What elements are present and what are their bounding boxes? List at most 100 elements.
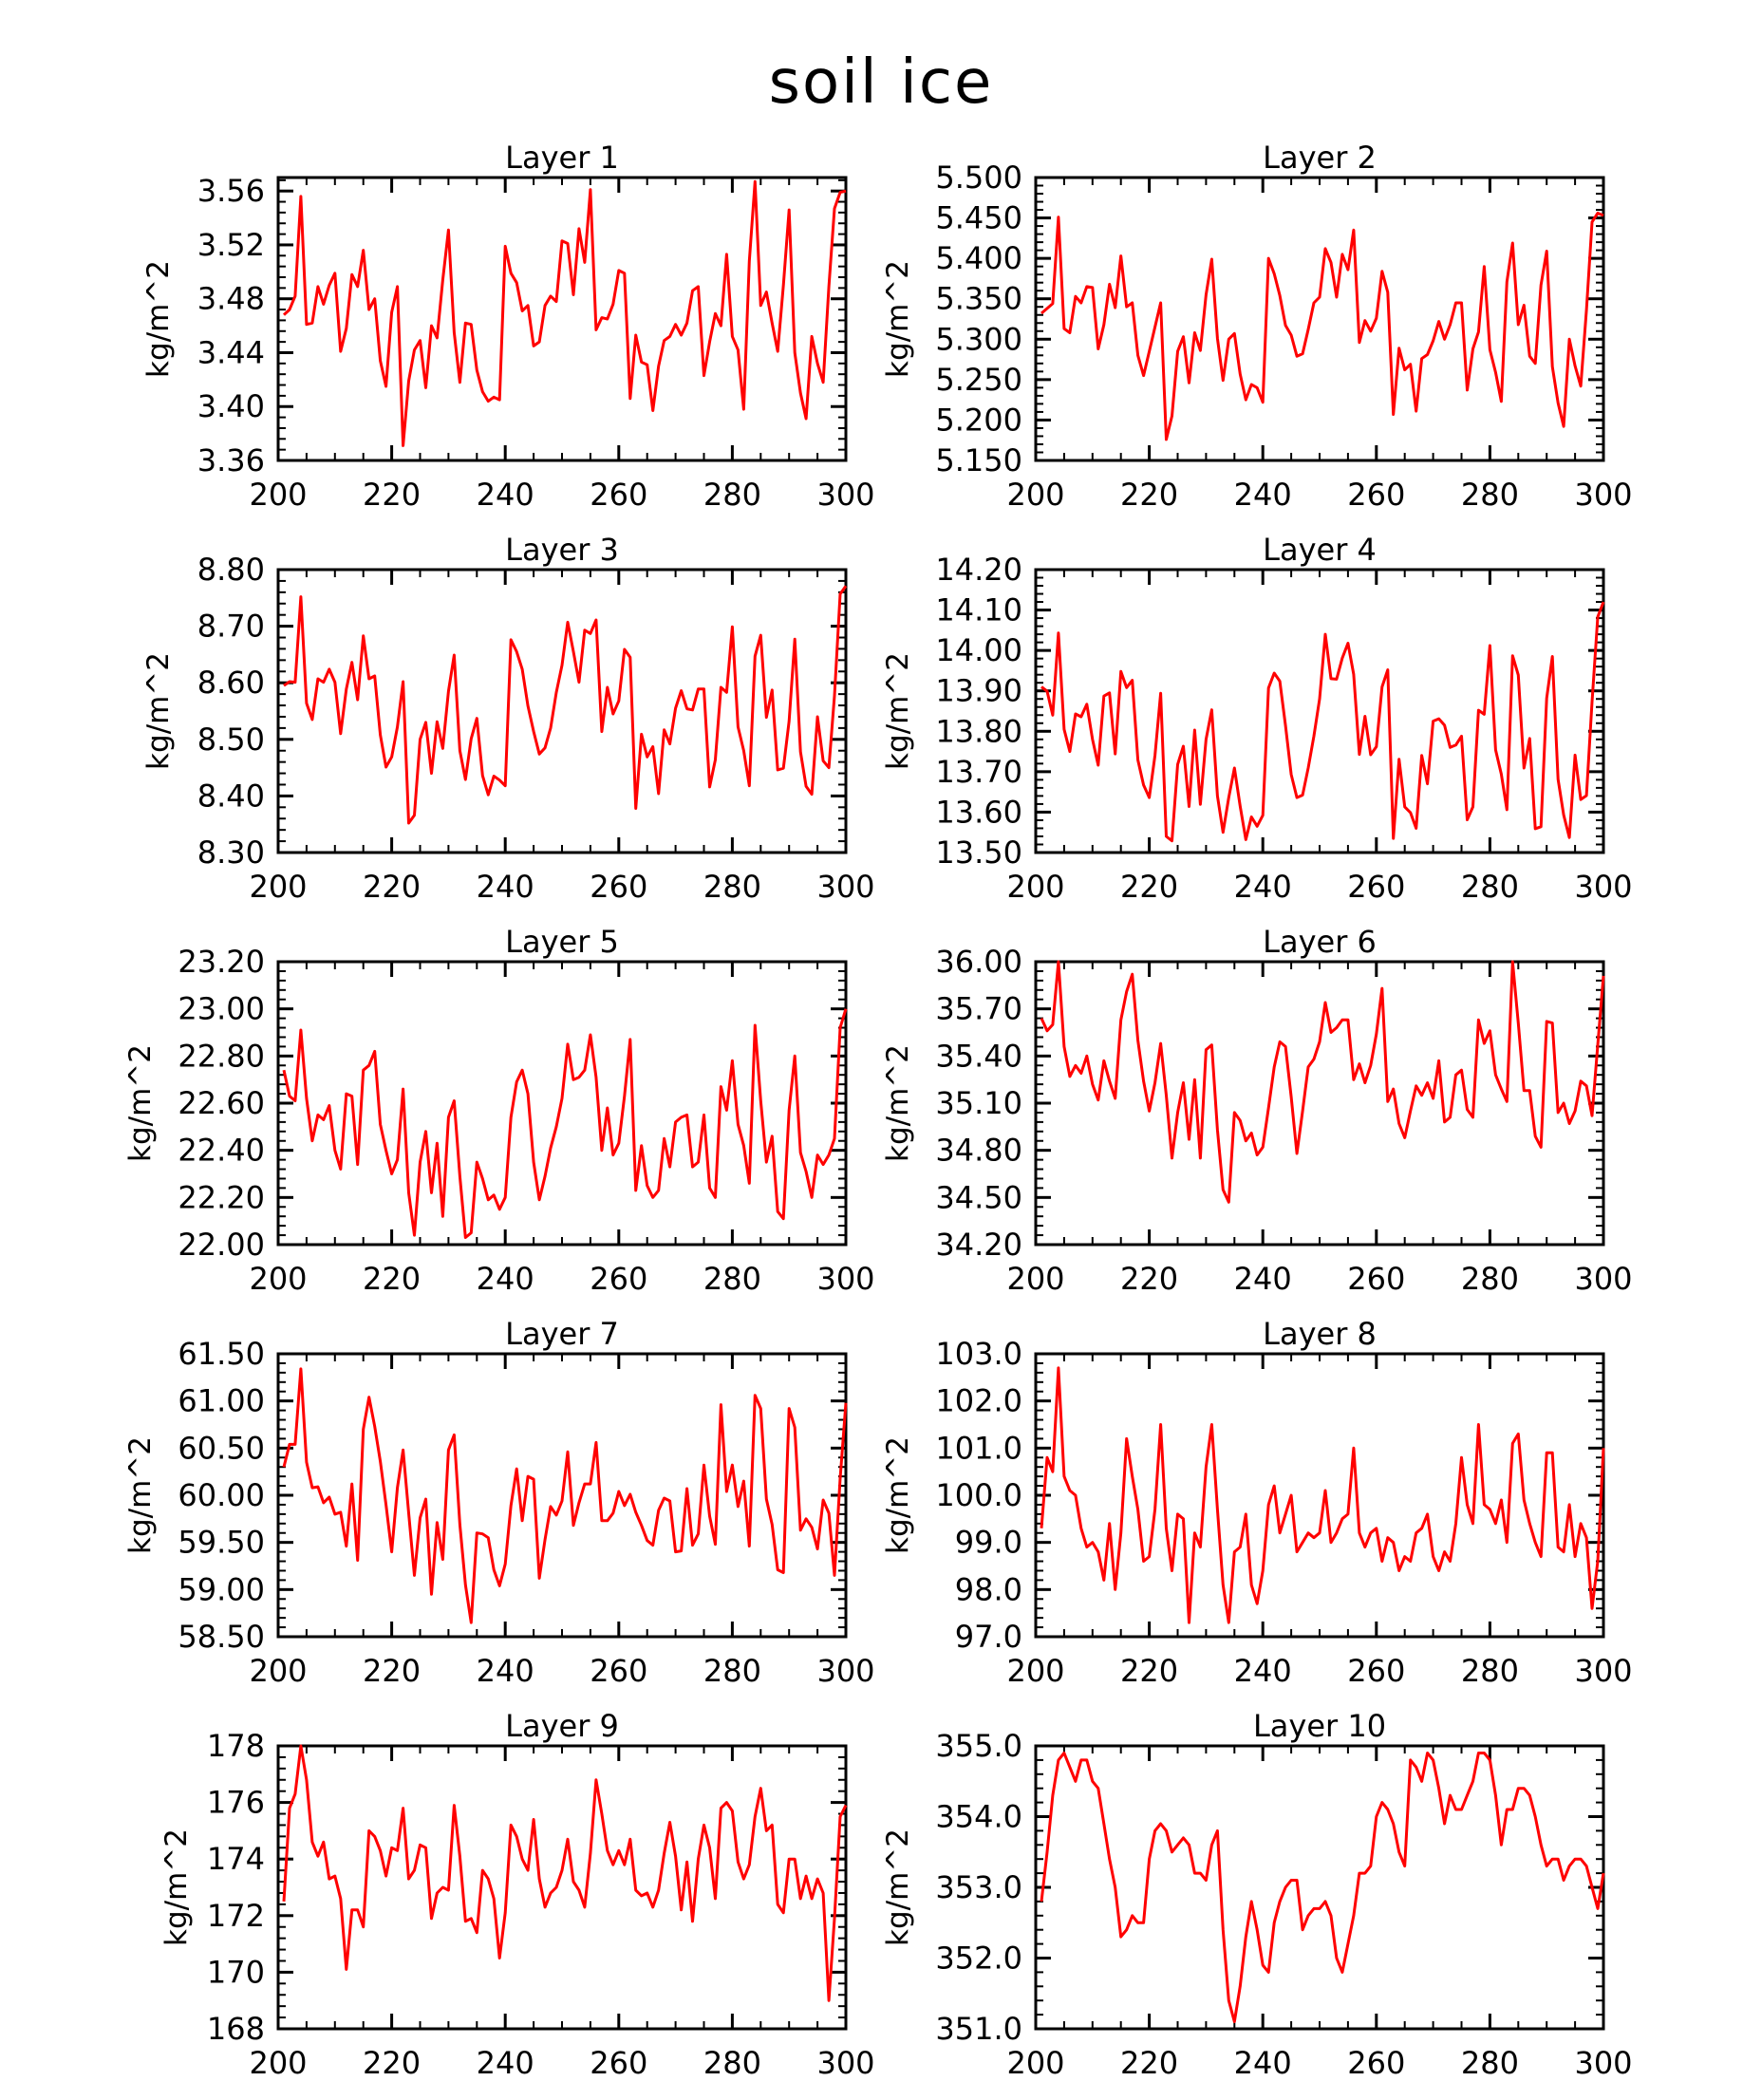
- x-tick-label: 280: [1461, 1653, 1519, 1689]
- panel-title: Layer 2: [1263, 140, 1377, 176]
- plot-frame: [1034, 568, 1605, 854]
- chart-panel-7: Layer 7 200 220 240 260 280 300 58.50 59.00 59.50…: [123, 1316, 875, 1689]
- x-tick-label: 260: [590, 869, 647, 905]
- y-axis-label: kg/m^2: [159, 1828, 194, 1946]
- chart-panel-10: Layer 10 200 220 240 260 280 300 351.0 352.0 353.…: [881, 1708, 1633, 2081]
- x-tick-label: 260: [1347, 2045, 1405, 2081]
- panel-title: Layer 5: [505, 924, 619, 960]
- y-tick-label: 13.60: [935, 794, 1022, 830]
- y-tick-label: 35.70: [935, 991, 1022, 1027]
- x-tick-label: 220: [363, 1653, 421, 1689]
- plot-frame: [1034, 1352, 1605, 1639]
- x-tick-label: 200: [249, 477, 307, 513]
- y-tick-label: 5.450: [935, 200, 1022, 236]
- y-tick-label: 22.60: [178, 1085, 265, 1121]
- chart-panel-6: Layer 6 200 220 240 260 280 300 34.20 34.50 34.80…: [881, 924, 1633, 1297]
- y-tick-label: 14.00: [935, 632, 1022, 668]
- y-tick-label: 99.0: [955, 1525, 1022, 1561]
- x-tick-label: 240: [477, 2045, 534, 2081]
- x-tick-label: 220: [1120, 869, 1178, 905]
- y-tick-label: 34.20: [935, 1227, 1022, 1263]
- y-tick-label: 14.10: [935, 592, 1022, 628]
- y-tick-label: 353.0: [935, 1869, 1022, 1905]
- series-line: [1040, 960, 1605, 1204]
- y-axis-label: kg/m^2: [881, 1828, 915, 1946]
- y-tick-label: 170: [207, 1954, 265, 1990]
- x-tick-label: 200: [1006, 1653, 1064, 1689]
- x-tick-label: 220: [1120, 1653, 1178, 1689]
- chart-panel-3: Layer 3 200 220 240 260 280 300 8.30 8.40 8.50 8.6…: [141, 532, 875, 905]
- y-tick-label: 36.00: [935, 944, 1022, 980]
- series-line: [282, 1008, 848, 1239]
- y-tick-label: 14.20: [935, 552, 1022, 588]
- x-tick-label: 200: [1006, 477, 1064, 513]
- y-tick-label: 3.40: [197, 388, 265, 424]
- series-line: [1040, 601, 1605, 843]
- y-tick-label: 8.80: [197, 552, 265, 588]
- y-tick-label: 3.44: [197, 334, 265, 370]
- y-tick-label: 101.0: [935, 1430, 1022, 1466]
- y-tick-label: 8.50: [197, 722, 265, 758]
- x-tick-label: 200: [1006, 2045, 1064, 2081]
- plot-frame: [276, 568, 848, 854]
- x-tick-label: 220: [1120, 2045, 1178, 2081]
- panel-title: Layer 6: [1263, 924, 1377, 960]
- x-tick-label: 240: [1234, 1653, 1292, 1689]
- y-tick-label: 22.00: [178, 1227, 265, 1263]
- y-tick-label: 5.300: [935, 321, 1022, 357]
- x-tick-label: 200: [249, 1261, 307, 1297]
- y-tick-label: 35.40: [935, 1038, 1022, 1074]
- y-tick-label: 3.52: [197, 227, 265, 263]
- y-tick-label: 13.90: [935, 673, 1022, 709]
- y-tick-label: 60.50: [178, 1430, 265, 1466]
- x-tick-label: 260: [590, 1653, 647, 1689]
- y-tick-label: 174: [207, 1841, 265, 1877]
- y-tick-label: 34.50: [935, 1179, 1022, 1215]
- y-tick-label: 103.0: [935, 1336, 1022, 1372]
- x-tick-label: 300: [816, 1261, 874, 1297]
- x-tick-label: 260: [1347, 869, 1405, 905]
- chart-panel-8: Layer 8 200 220 240 260 280 300 97.0 98.0 99.0 100…: [881, 1316, 1633, 1689]
- x-tick-label: 280: [703, 1261, 761, 1297]
- x-tick-label: 240: [477, 1261, 534, 1297]
- y-tick-label: 172: [207, 1898, 265, 1934]
- figure-title: soil ice: [769, 47, 994, 118]
- y-tick-label: 100.0: [935, 1477, 1022, 1513]
- x-tick-label: 220: [363, 869, 421, 905]
- chart-panel-9: Layer 9 200 220 240 260 280 300 168 170 172 174 176…: [159, 1708, 875, 2081]
- y-tick-label: 61.00: [178, 1383, 265, 1419]
- panel-title: Layer 8: [1263, 1316, 1377, 1352]
- x-tick-label: 200: [249, 2045, 307, 2081]
- y-axis-label: kg/m^2: [141, 260, 176, 378]
- y-tick-label: 354.0: [935, 1799, 1022, 1835]
- y-tick-label: 176: [207, 1785, 265, 1821]
- y-tick-label: 23.20: [178, 944, 265, 980]
- y-tick-label: 59.00: [178, 1571, 265, 1607]
- x-tick-label: 200: [249, 1653, 307, 1689]
- y-tick-label: 351.0: [935, 2011, 1022, 2047]
- series-line: [1040, 212, 1604, 441]
- x-tick-label: 300: [816, 477, 874, 513]
- x-tick-label: 240: [1234, 1261, 1292, 1297]
- chart-panel-5: Layer 5 200 220 240 260 280 300 22.00 22.20 22.40…: [123, 924, 875, 1297]
- y-tick-label: 8.40: [197, 778, 265, 814]
- y-tick-label: 5.500: [935, 159, 1022, 196]
- x-tick-label: 280: [703, 477, 761, 513]
- chart-panel-2: Layer 2 200 220 240 260 280 300 5.150 5.200 5.250…: [881, 140, 1633, 513]
- y-tick-label: 13.70: [935, 754, 1022, 790]
- y-tick-label: 8.30: [197, 834, 265, 871]
- x-tick-label: 260: [590, 2045, 647, 2081]
- y-tick-label: 178: [207, 1728, 265, 1764]
- panel-title: Layer 4: [1263, 532, 1377, 568]
- x-tick-label: 280: [1461, 477, 1519, 513]
- y-tick-label: 97.0: [955, 1619, 1022, 1655]
- x-tick-label: 300: [1574, 869, 1632, 905]
- chart-panel-1: Layer 1 200 220 240 260 280 300 3.36 3.40 3.44 3.4…: [141, 140, 875, 513]
- series-line: [282, 1744, 848, 2002]
- x-tick-label: 240: [477, 477, 534, 513]
- y-axis-label: kg/m^2: [123, 1044, 158, 1162]
- x-tick-label: 240: [1234, 477, 1292, 513]
- x-tick-label: 280: [703, 1653, 761, 1689]
- y-axis-label: kg/m^2: [881, 1436, 915, 1554]
